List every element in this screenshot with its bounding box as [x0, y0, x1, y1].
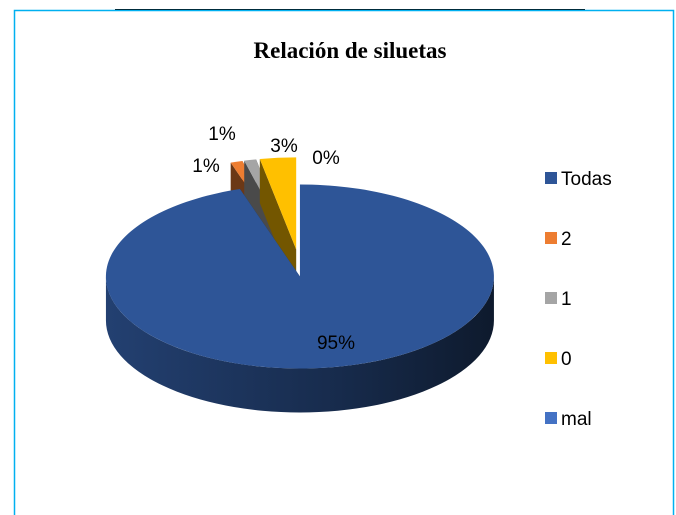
legend-swatch	[545, 352, 557, 364]
pie	[105, 157, 494, 413]
slice	[105, 184, 494, 369]
legend-swatch	[545, 292, 557, 304]
data-label: 1%	[208, 124, 236, 145]
legend-swatch	[545, 172, 557, 184]
chart-frame	[13, 9, 675, 515]
data-label: 95%	[317, 333, 355, 354]
data-label: 1%	[192, 156, 220, 177]
legend-label: 1	[561, 289, 572, 310]
legend-label: 2	[561, 229, 572, 250]
legend: Todas 2 1 0 mal	[545, 169, 612, 430]
legend-label: Todas	[561, 169, 612, 190]
legend-label: mal	[561, 409, 592, 430]
labels: 95% 1% 1% 3% 0%	[192, 124, 355, 354]
data-label: 3%	[270, 136, 298, 157]
legend-swatch	[545, 232, 557, 244]
legend-swatch	[545, 412, 557, 424]
slice	[259, 157, 297, 250]
chart-title: Relación de siluetas	[254, 38, 447, 63]
legend-label: 0	[561, 349, 572, 370]
data-label: 0%	[312, 148, 340, 169]
slice-side	[105, 276, 494, 413]
